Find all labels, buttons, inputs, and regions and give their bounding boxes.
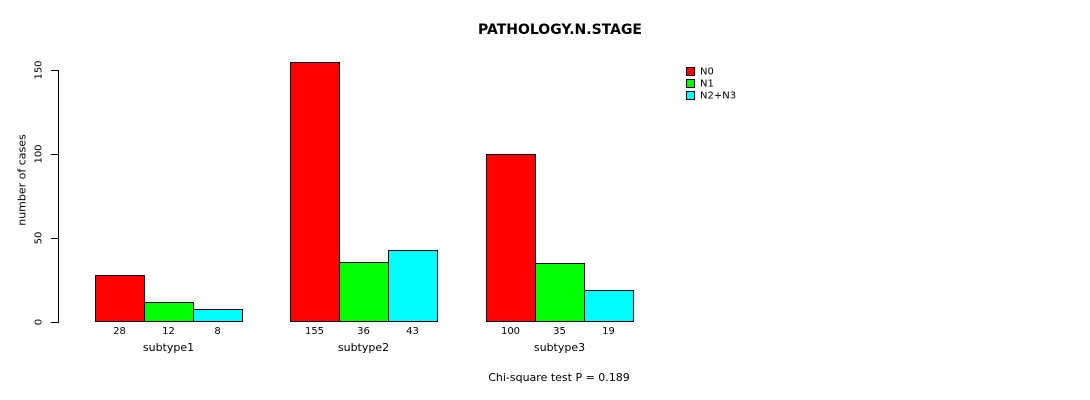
bar-value-label: 8 bbox=[214, 326, 221, 337]
y-axis-line bbox=[58, 70, 59, 323]
bar-N2+N3-subtype1 bbox=[193, 308, 243, 322]
bar-N0-subtype1 bbox=[95, 274, 145, 322]
bar-value-label: 100 bbox=[500, 326, 521, 337]
y-tick-label: 50 bbox=[33, 231, 45, 245]
y-tick-mark bbox=[51, 70, 58, 71]
bar-N2+N3-subtype3 bbox=[584, 290, 634, 322]
y-tick-label: 150 bbox=[33, 60, 45, 80]
bar-N0-subtype3 bbox=[486, 154, 536, 322]
legend-swatch-N1 bbox=[686, 79, 695, 88]
chi-square-annotation: Chi-square test P = 0.189 bbox=[488, 371, 630, 384]
bar-value-label: 155 bbox=[304, 326, 325, 337]
legend-label-N0: N0 bbox=[700, 66, 714, 77]
chart-title: PATHOLOGY.N.STAGE bbox=[477, 22, 643, 38]
y-tick-mark bbox=[51, 238, 58, 239]
bar-N1-subtype1 bbox=[144, 301, 194, 322]
category-label-subtype2: subtype2 bbox=[337, 341, 390, 354]
category-label-subtype1: subtype1 bbox=[142, 341, 195, 354]
y-axis-label: number of cases bbox=[15, 134, 29, 226]
bar-N1-subtype2 bbox=[339, 261, 389, 322]
bar-value-label: 28 bbox=[113, 326, 126, 337]
bar-N1-subtype3 bbox=[535, 263, 585, 322]
bar-value-label: 43 bbox=[406, 326, 419, 337]
y-tick-label: 0 bbox=[33, 318, 45, 326]
bar-N2+N3-subtype2 bbox=[388, 249, 438, 322]
legend-swatch-N2+N3 bbox=[686, 91, 695, 100]
bar-value-label: 12 bbox=[162, 326, 175, 337]
legend-label-N1: N1 bbox=[700, 78, 714, 89]
category-label-subtype3: subtype3 bbox=[533, 341, 586, 354]
y-tick-mark bbox=[51, 154, 58, 155]
bar-value-label: 19 bbox=[602, 326, 615, 337]
bar-N0-subtype2 bbox=[290, 61, 340, 322]
y-tick-label: 100 bbox=[33, 144, 45, 164]
legend-swatch-N0 bbox=[686, 67, 695, 76]
y-tick-mark bbox=[51, 322, 58, 323]
bar-value-label: 35 bbox=[553, 326, 566, 337]
bar-value-label: 36 bbox=[357, 326, 370, 337]
legend-label-N2+N3: N2+N3 bbox=[700, 90, 737, 101]
